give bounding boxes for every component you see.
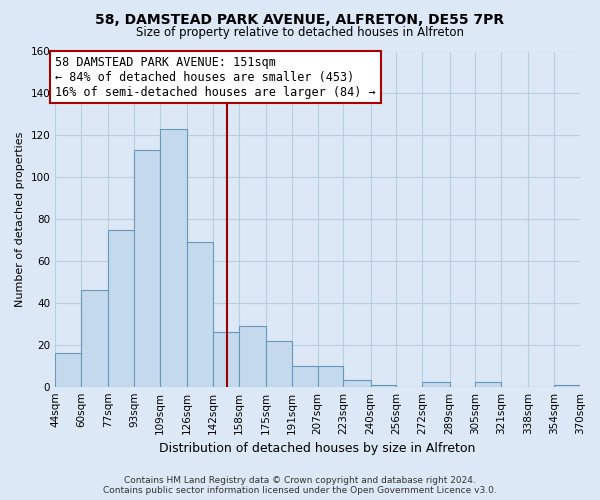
Bar [317, 366, 343, 386]
Bar [55, 353, 81, 386]
Bar [292, 366, 317, 386]
Text: 58 DAMSTEAD PARK AVENUE: 151sqm
← 84% of detached houses are smaller (453)
16% o: 58 DAMSTEAD PARK AVENUE: 151sqm ← 84% of… [55, 56, 376, 98]
Bar [213, 332, 239, 386]
Text: Size of property relative to detached houses in Alfreton: Size of property relative to detached ho… [136, 26, 464, 39]
X-axis label: Distribution of detached houses by size in Alfreton: Distribution of detached houses by size … [160, 442, 476, 455]
Bar [475, 382, 501, 386]
Bar [371, 384, 397, 386]
Bar [134, 150, 160, 386]
Text: Contains HM Land Registry data © Crown copyright and database right 2024.
Contai: Contains HM Land Registry data © Crown c… [103, 476, 497, 495]
Bar [422, 382, 449, 386]
Text: 58, DAMSTEAD PARK AVENUE, ALFRETON, DE55 7PR: 58, DAMSTEAD PARK AVENUE, ALFRETON, DE55… [95, 12, 505, 26]
Bar [81, 290, 108, 386]
Bar [266, 340, 292, 386]
Y-axis label: Number of detached properties: Number of detached properties [15, 132, 25, 307]
Bar [239, 326, 266, 386]
Bar [554, 384, 580, 386]
Bar [108, 230, 134, 386]
Bar [187, 242, 213, 386]
Bar [160, 129, 187, 386]
Bar [343, 380, 371, 386]
